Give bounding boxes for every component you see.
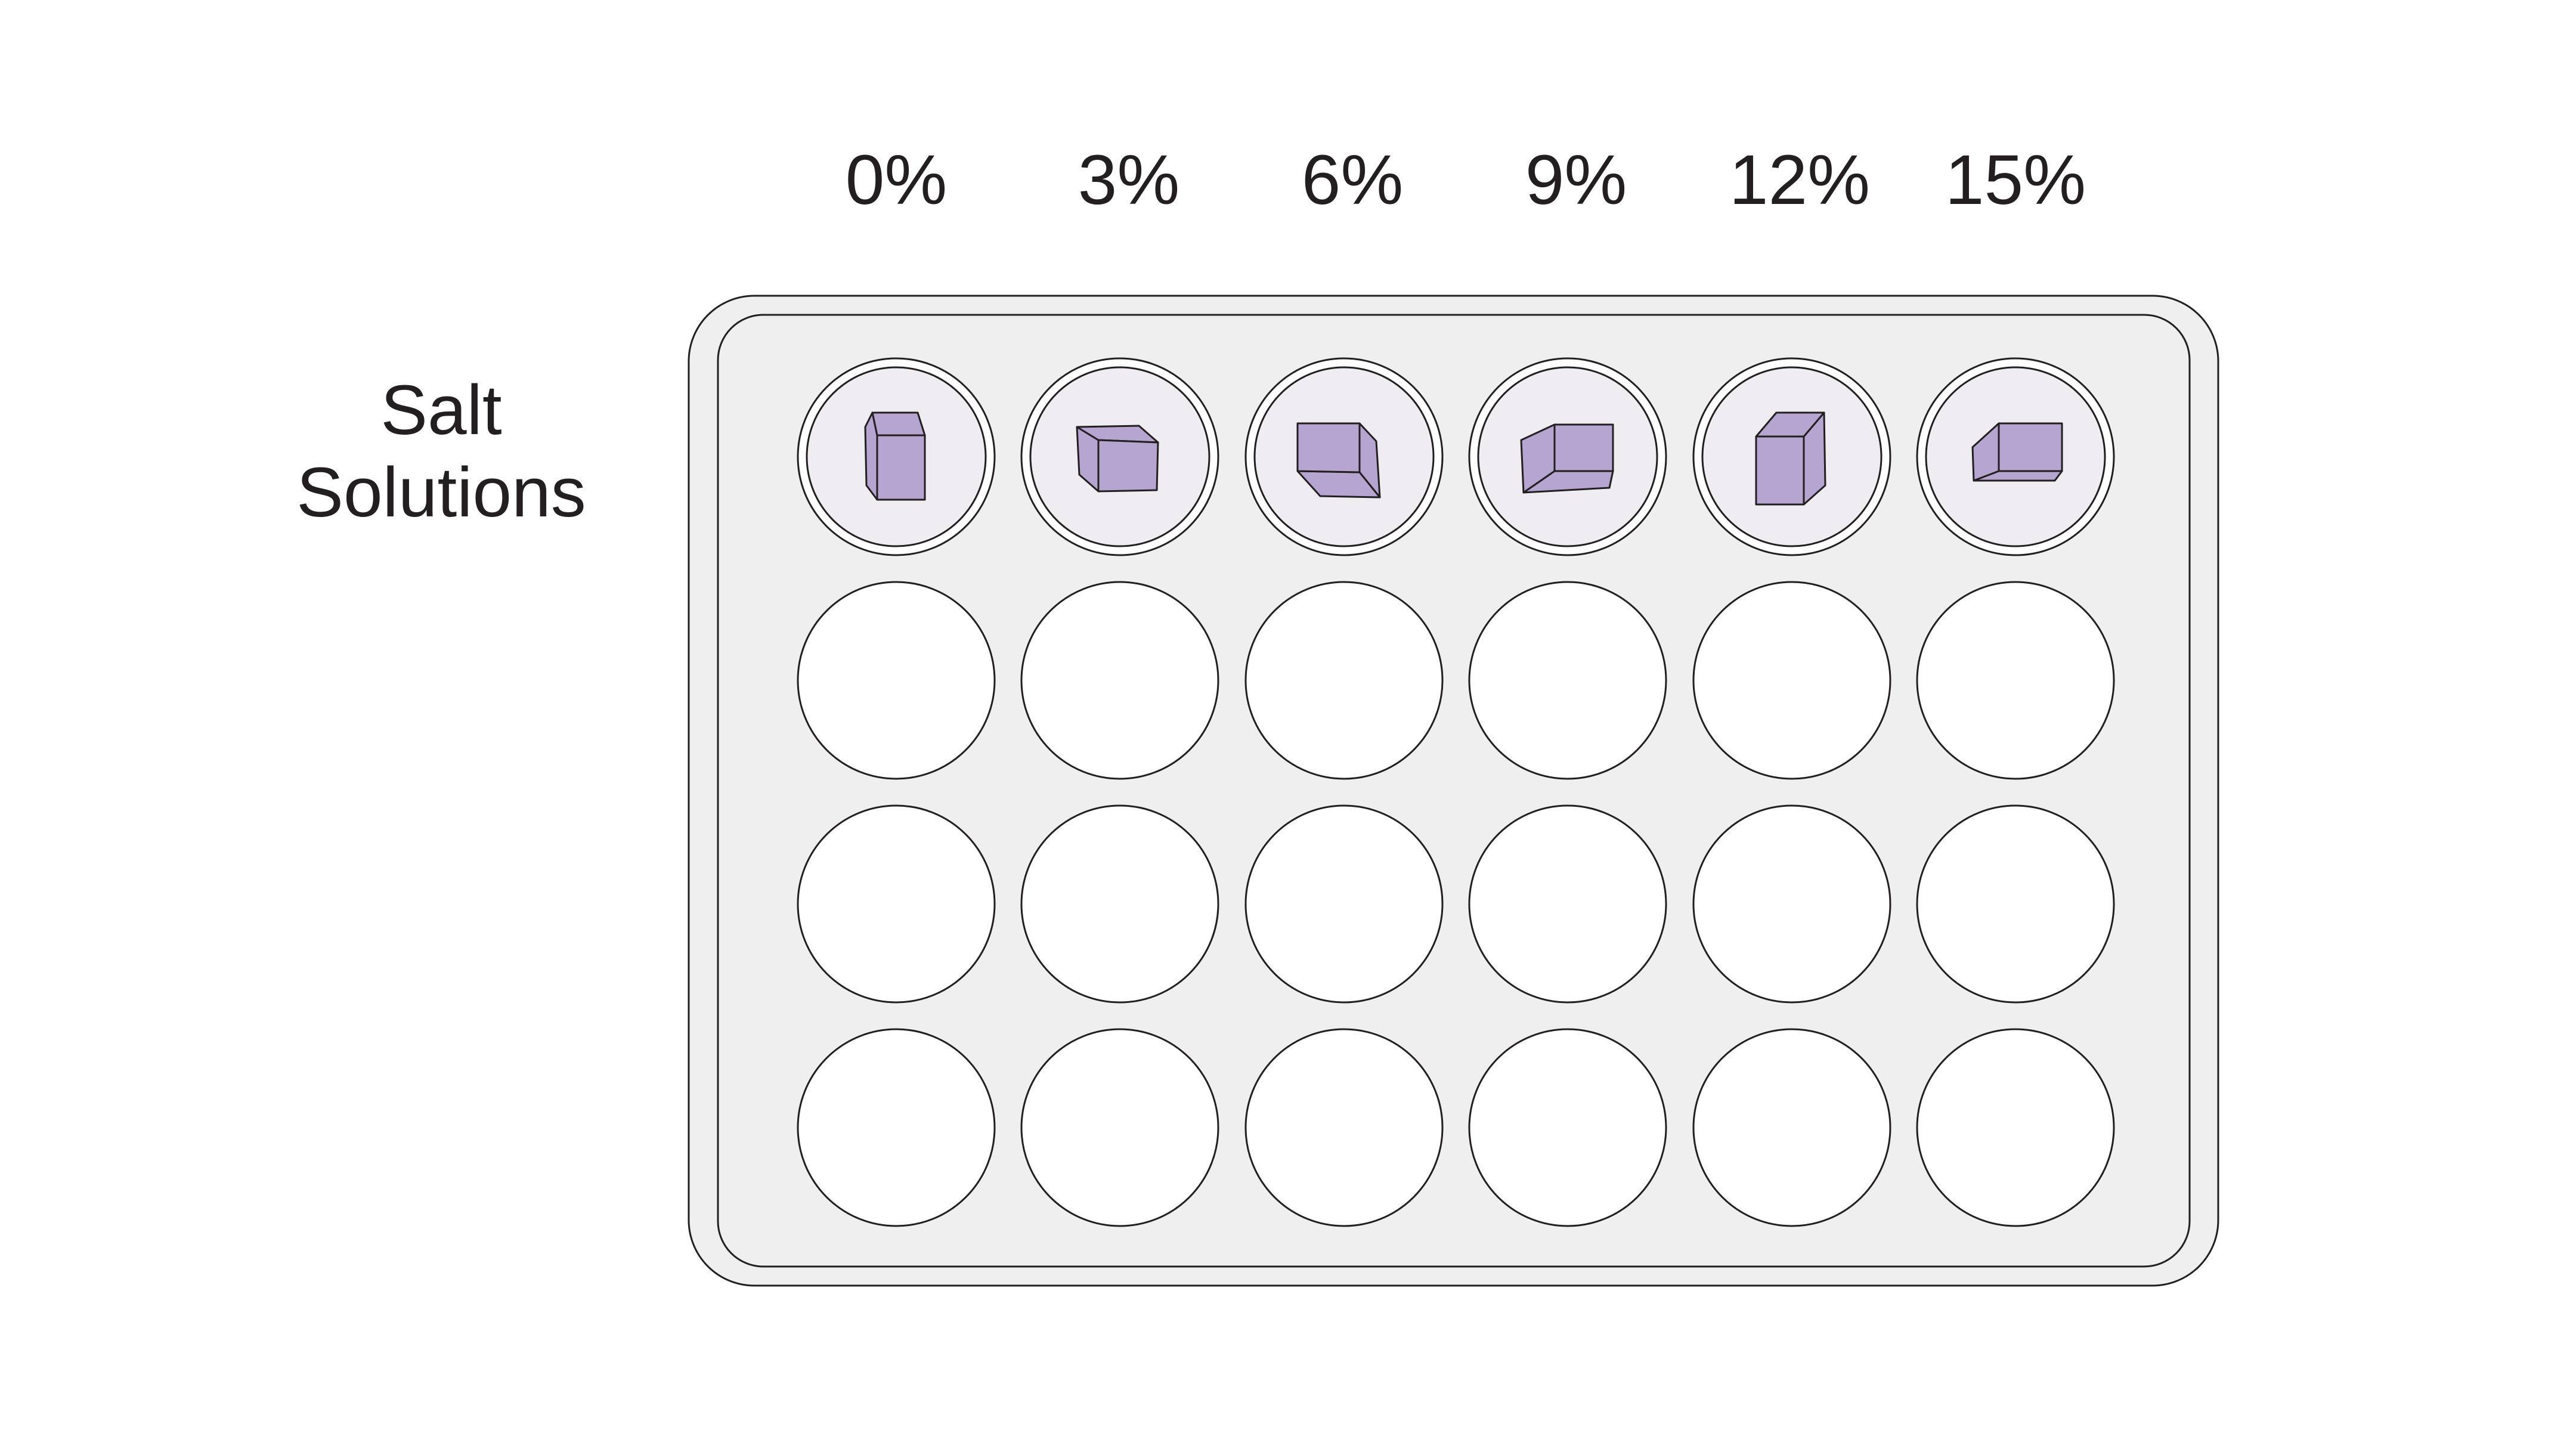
plate-inner-rim xyxy=(717,314,2191,1268)
well xyxy=(1468,357,1667,556)
well xyxy=(1244,1028,1444,1227)
wells-grid xyxy=(797,357,2115,1227)
well xyxy=(1468,1028,1667,1227)
well xyxy=(1916,804,2115,1004)
row-label-line-2: Solutions xyxy=(296,453,586,532)
well xyxy=(1468,581,1667,780)
well-outer xyxy=(1692,581,1891,780)
well-outer xyxy=(1692,804,1891,1004)
cube-icon xyxy=(1296,422,1381,499)
well xyxy=(1244,581,1444,780)
column-label: 6% xyxy=(1302,141,1404,219)
well-outer xyxy=(1020,1028,1219,1227)
well xyxy=(1020,1028,1219,1227)
well-outer xyxy=(1468,581,1667,780)
cube-face-front xyxy=(1553,423,1614,472)
cube-icon xyxy=(864,411,926,501)
cube-face-front xyxy=(876,434,926,501)
cube-icon xyxy=(1971,422,2063,482)
cube-face-front xyxy=(1755,435,1805,506)
well-outer xyxy=(1244,581,1444,780)
cube-face-front xyxy=(1998,422,2063,472)
well-outer xyxy=(1020,804,1219,1004)
cube-face-front xyxy=(1296,422,1361,473)
cube-face-front xyxy=(1097,439,1159,493)
well xyxy=(1468,804,1667,1004)
cube-face-top xyxy=(871,411,926,436)
well xyxy=(1692,357,1891,556)
well xyxy=(797,357,996,556)
cube-icon xyxy=(1076,425,1159,493)
well xyxy=(1916,581,2115,780)
well-outer xyxy=(1916,804,2115,1004)
column-label: 3% xyxy=(1078,141,1180,219)
well-outer xyxy=(1244,1028,1444,1227)
well-outer xyxy=(1020,581,1219,780)
well xyxy=(1020,357,1219,556)
cube-icon xyxy=(1520,423,1614,494)
column-label: 12% xyxy=(1729,141,1870,219)
well xyxy=(1692,804,1891,1004)
well-outer xyxy=(797,804,996,1004)
column-label: 15% xyxy=(1945,141,2086,219)
column-label: 0% xyxy=(846,141,948,219)
well-outer xyxy=(1916,1028,2115,1227)
well xyxy=(1020,581,1219,780)
row-label-line-1: Salt xyxy=(380,371,501,450)
column-label: 9% xyxy=(1525,141,1627,219)
well-plate xyxy=(688,295,2219,1287)
well xyxy=(1692,581,1891,780)
well xyxy=(1916,1028,2115,1227)
well xyxy=(797,1028,996,1227)
well xyxy=(1916,357,2115,556)
well-outer xyxy=(1468,804,1667,1004)
column-labels: 0% 3% 6% 9% 12% 15% xyxy=(846,141,2086,219)
well xyxy=(1692,1028,1891,1227)
well-outer xyxy=(1468,1028,1667,1227)
well xyxy=(1244,357,1444,556)
well xyxy=(1020,804,1219,1004)
well-outer xyxy=(1692,1028,1891,1227)
well xyxy=(1244,804,1444,1004)
cube-icon xyxy=(1755,411,1826,506)
well-outer xyxy=(1244,804,1444,1004)
well xyxy=(797,804,996,1004)
well-outer xyxy=(797,581,996,780)
well-outer xyxy=(1916,581,2115,780)
well-outer xyxy=(797,1028,996,1227)
well xyxy=(797,581,996,780)
